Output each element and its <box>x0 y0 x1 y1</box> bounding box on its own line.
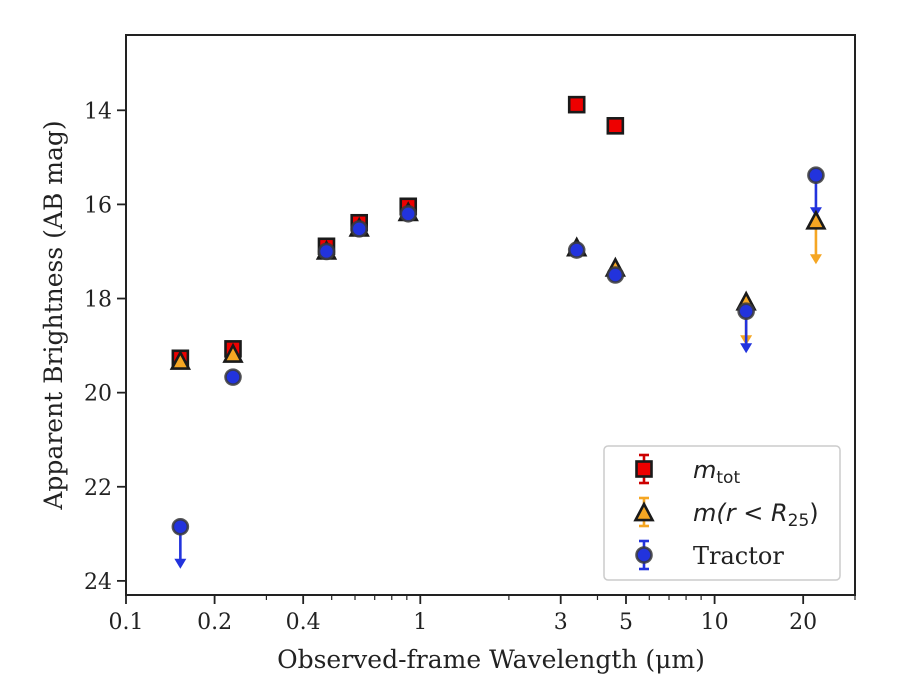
triangle-point <box>805 209 827 230</box>
upper-limit-arrow-head <box>740 343 753 354</box>
circle-point <box>807 166 825 185</box>
upper-limit-arrow-head <box>174 558 187 569</box>
x-tick-label: 0.2 <box>197 610 232 635</box>
circle-point <box>737 302 755 321</box>
circle-point <box>606 266 625 284</box>
legend-triangle-marker <box>633 501 655 522</box>
square-point <box>567 95 586 114</box>
y-tick-label: 24 <box>84 570 112 595</box>
circle-point <box>399 205 418 223</box>
legend-label: mtot <box>693 456 740 488</box>
y-axis-label: Apparent Brightness (AB mag) <box>39 120 68 510</box>
series-triangle <box>169 201 827 370</box>
plot-area <box>169 95 827 569</box>
legend: mtot m(r < R25) Tractor <box>603 445 841 581</box>
y-tick-label: 16 <box>84 193 112 218</box>
axes-frame <box>125 34 856 596</box>
circle-point <box>567 241 586 259</box>
x-tick-label: 3 <box>554 610 568 635</box>
triangle-point <box>169 349 192 370</box>
x-tick-label: 0.1 <box>109 610 144 635</box>
y-tick-label: 18 <box>84 288 112 313</box>
circle-point <box>350 220 368 238</box>
triangle-point <box>222 342 244 363</box>
legend-circle-marker <box>635 546 653 564</box>
legend-label: m(r < R25) <box>693 499 819 531</box>
x-tick-label: 0.4 <box>286 610 321 635</box>
series-circle <box>171 166 825 536</box>
legend-box <box>603 445 841 581</box>
y-tick-label: 14 <box>84 99 112 124</box>
y-tick-label: 22 <box>84 476 112 501</box>
legend-square-marker <box>635 460 653 478</box>
circle-point <box>317 242 336 261</box>
legend-label: Tractor <box>693 542 784 570</box>
x-axis-label: Observed-frame Wavelength (μm) <box>277 645 705 674</box>
upper-limit-arrow-head <box>809 254 822 265</box>
x-tick-label: 10 <box>701 610 729 635</box>
axes: 0.1 0.2 0.4 1 3 5 10 20 14 16 18 20 22 24 <box>84 34 856 635</box>
series-square <box>171 95 625 368</box>
y-tick-label: 20 <box>84 382 112 407</box>
circle-point <box>224 368 242 386</box>
x-tick-label: 1 <box>413 610 427 635</box>
square-point <box>606 117 625 135</box>
circle-point <box>171 517 190 536</box>
x-tick-label: 5 <box>619 610 633 635</box>
x-tick-label: 20 <box>789 610 817 635</box>
